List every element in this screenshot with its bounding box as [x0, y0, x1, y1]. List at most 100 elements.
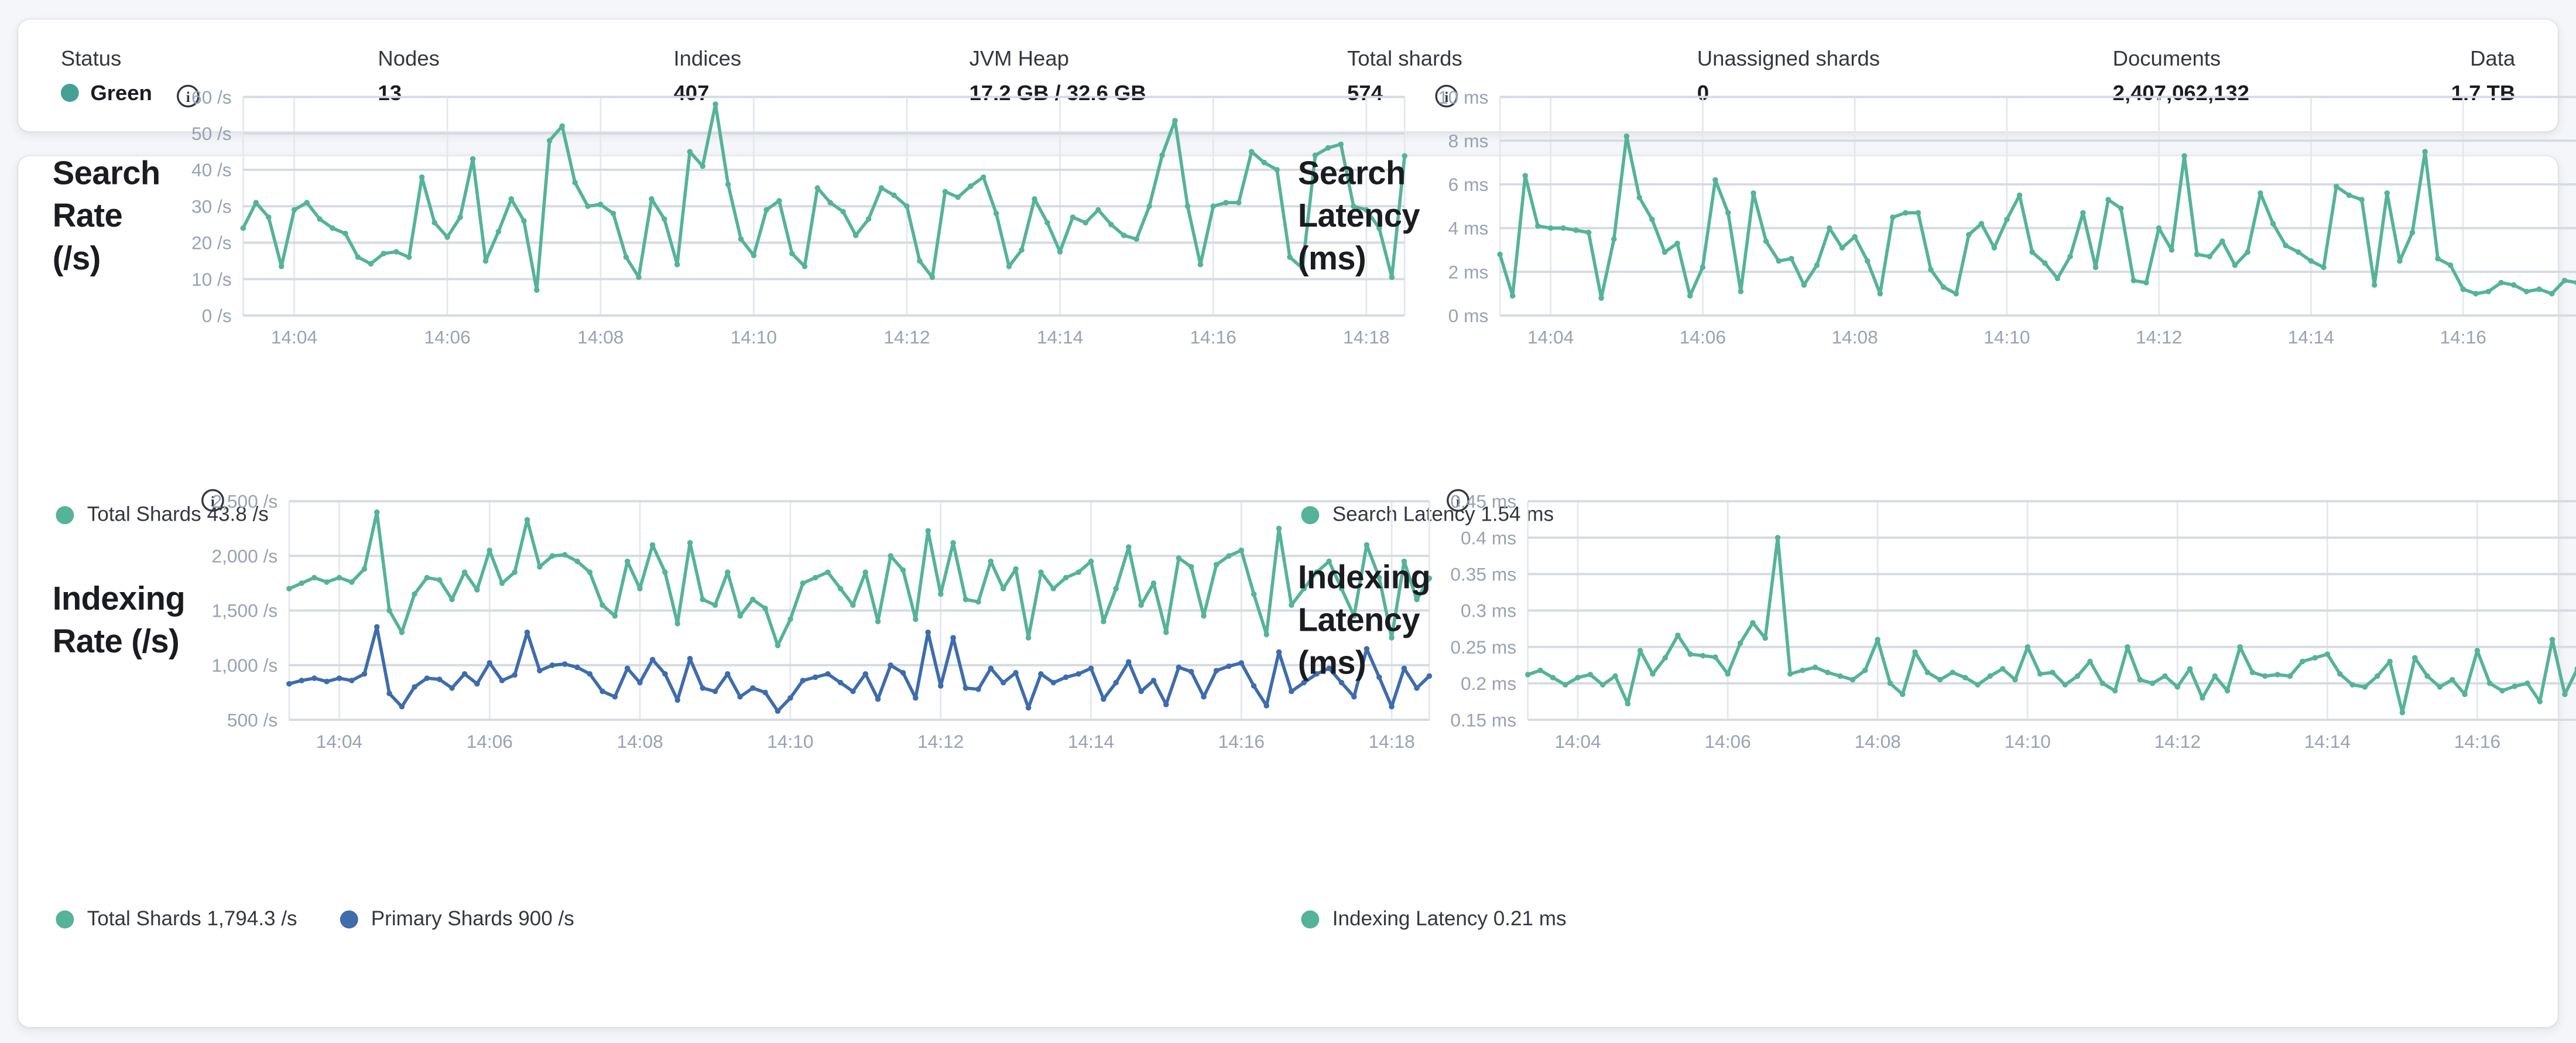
y-axis-tick-label: 2,000 /s — [211, 545, 277, 566]
data-point — [1062, 673, 1068, 679]
data-point — [2067, 252, 2074, 259]
data-point — [1062, 574, 1068, 580]
data-point — [1288, 688, 1294, 693]
data-point — [1712, 653, 1718, 659]
data-point — [1125, 543, 1131, 549]
data-point — [1025, 634, 1031, 640]
info-icon[interactable]: i 0.45 ms 0.4 ms 0.35 ms 0.3 ms 0.25 ms 0.2 ms… — [1445, 487, 2576, 757]
data-point — [912, 615, 918, 621]
data-point — [1075, 568, 1081, 574]
legend-item[interactable]: Indexing Latency 0.21 ms — [1301, 905, 1567, 932]
data-point — [2386, 658, 2392, 664]
data-point — [1222, 199, 1228, 205]
data-point — [597, 200, 603, 207]
data-point — [827, 199, 833, 205]
data-point — [774, 642, 780, 648]
legend-item[interactable]: Search Latency 1.54 ms — [1301, 501, 1554, 528]
data-point — [1184, 202, 1190, 208]
data-point — [286, 680, 292, 686]
data-point — [1349, 202, 1356, 208]
data-point — [1082, 219, 1088, 225]
data-point — [286, 584, 292, 591]
data-point — [1700, 264, 1706, 269]
data-point — [839, 208, 845, 214]
indexing-latency-chart: Indexing Latency (ms) i 0.45 ms 0.4 ms 0.35… — [1282, 488, 2576, 932]
chart-title-row: Search Rate (/s) i 60 /s 50 /s 40 /s 30 /s 20… — [53, 84, 1407, 347]
data-point — [799, 676, 806, 683]
data-point — [1886, 679, 1893, 686]
chart-title: Indexing Rate (/s) — [52, 582, 186, 661]
data-point — [398, 703, 405, 709]
data-point — [2042, 259, 2049, 265]
legend-item[interactable]: Total Shards 1,794.3 /s — [56, 905, 297, 932]
data-point — [609, 210, 615, 216]
chart-title-row: Indexing Rate (/s) i 2,500 /s 2,000 /s 1,50… — [53, 488, 1432, 751]
data-point — [1286, 253, 1292, 259]
data-point — [341, 230, 348, 236]
data-point — [686, 655, 693, 661]
data-point — [662, 568, 667, 574]
data-point — [686, 148, 692, 154]
data-point — [436, 576, 442, 582]
data-point — [448, 596, 454, 602]
data-point — [2311, 654, 2317, 660]
data-point — [686, 539, 693, 545]
data-point — [1338, 679, 1344, 685]
x-axis-tick-label: 14:10 — [766, 730, 813, 751]
data-point — [586, 670, 592, 676]
y-axis-tick-label: 500 /s — [227, 709, 277, 730]
x-axis-tick-label: 14:16 — [2454, 730, 2500, 751]
data-point — [386, 607, 392, 613]
data-point — [799, 579, 806, 586]
data-point — [987, 558, 994, 563]
info-icon[interactable]: i 10 ms 8 ms 6 ms 4 ms 2 ms 0 ms 14:04 14:06 14:0… — [1434, 83, 2576, 353]
legend-item[interactable]: Total Shards 43.8 /s — [56, 501, 269, 528]
data-point — [1299, 264, 1305, 271]
data-point — [2461, 690, 2467, 696]
data-point — [1586, 228, 1592, 235]
data-point — [574, 558, 580, 563]
data-point — [469, 155, 475, 161]
data-point — [498, 579, 505, 586]
info-icon[interactable]: i 60 /s 50 /s 40 /s 30 /s 20 /s 10 /s 0 /s 14:04… — [175, 83, 1407, 353]
data-point — [498, 676, 505, 683]
data-point — [724, 180, 731, 187]
y-axis-tick-label: 0.45 ms — [1450, 490, 1516, 511]
svg-text:i: i — [1455, 493, 1460, 509]
data-point — [1025, 704, 1031, 710]
data-point — [1363, 645, 1369, 651]
data-point — [2207, 252, 2213, 259]
x-axis-tick-label: 14:04 — [1554, 730, 1600, 751]
x-axis-tick-label: 14:10 — [729, 326, 776, 347]
data-point — [2336, 670, 2342, 676]
data-point — [373, 623, 379, 629]
data-point — [2262, 672, 2267, 678]
data-point — [1903, 209, 1909, 215]
data-point — [937, 590, 943, 596]
data-point — [2308, 257, 2314, 263]
data-point — [1324, 144, 1330, 150]
legend-item[interactable]: Primary Shards 900 /s — [340, 905, 574, 932]
data-point — [611, 612, 618, 618]
y-axis-tick-label: 10 /s — [191, 268, 231, 289]
info-icon[interactable]: i 2,500 /s 2,000 /s 1,500 /s 1,000 /s 500 /s 1… — [200, 487, 1432, 757]
data-point — [673, 261, 680, 267]
data-point — [2334, 183, 2339, 189]
data-point — [2399, 709, 2405, 715]
data-point — [1839, 244, 1845, 250]
data-point — [1814, 261, 1820, 268]
data-point — [1107, 221, 1114, 227]
data-point — [1413, 596, 1419, 602]
data-point — [1125, 658, 1131, 664]
chart-legend: Total Shards 43.8 /s — [56, 501, 1284, 528]
data-point — [937, 682, 943, 688]
data-point — [1375, 224, 1382, 230]
data-point — [423, 674, 430, 680]
x-axis-tick-label: 14:04 — [316, 730, 362, 751]
chart-title-row: Search Latency (ms) i 10 ms 8 ms 6 ms 4 ms 2 … — [1298, 84, 2576, 347]
data-point — [2161, 672, 2167, 678]
data-point — [1649, 670, 1655, 676]
data-point — [1537, 666, 1543, 672]
data-point — [536, 667, 542, 673]
